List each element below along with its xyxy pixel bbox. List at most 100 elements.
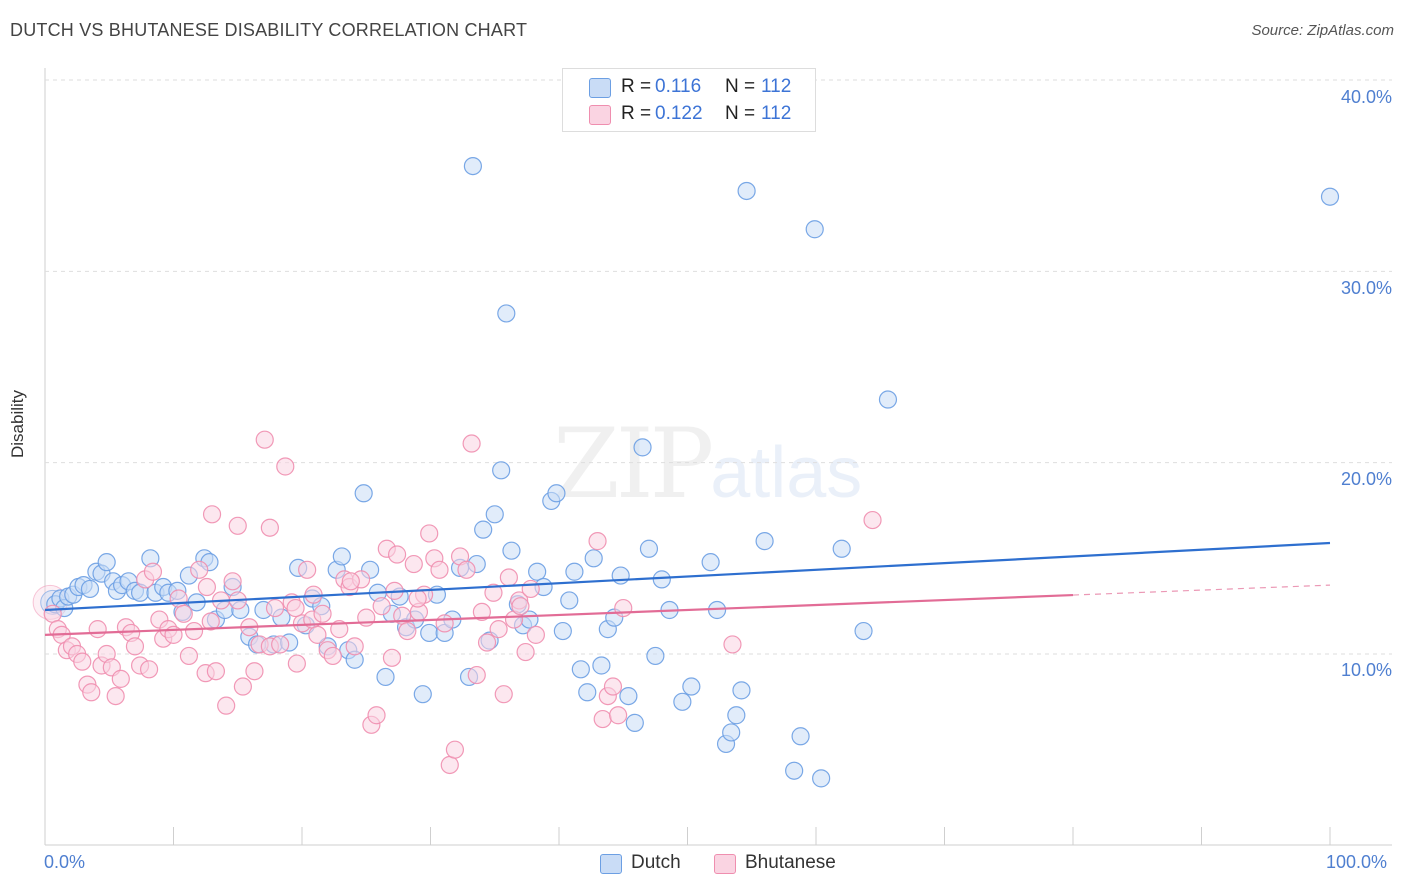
point-dutch (463, 157, 483, 176)
point-bhutanese (457, 560, 476, 579)
point-bhutanese (511, 597, 530, 616)
point-dutch (502, 541, 521, 560)
point-dutch (420, 623, 439, 643)
point-dutch (474, 520, 493, 539)
point-dutch (701, 553, 720, 572)
point-bhutanese (88, 620, 107, 639)
point-dutch (413, 685, 432, 704)
point-dutch (682, 677, 701, 696)
point-bhutanese (111, 669, 130, 688)
point-dutch (832, 539, 851, 558)
point-dutch (732, 681, 751, 700)
point-dutch (332, 547, 351, 566)
point-dutch (354, 484, 373, 503)
y-tick-20: 20.0% (1340, 469, 1392, 489)
point-dutch (584, 549, 603, 568)
point-bhutanese (206, 662, 226, 681)
legend-label-bhutanese: Bhutanese (745, 852, 836, 873)
point-bhutanese (723, 635, 742, 654)
point-bhutanese (330, 620, 349, 639)
point-bhutanese (408, 589, 427, 608)
point-bhutanese (494, 685, 513, 704)
point-bhutanese (233, 677, 252, 696)
point-dutch (528, 562, 547, 581)
point-bhutanese (603, 677, 623, 696)
trendline-bhutanese-extension (1072, 584, 1331, 596)
legend-r-label: R = (621, 103, 652, 124)
point-bhutanese (276, 457, 295, 476)
y-tick-10: 10.0% (1340, 660, 1392, 680)
point-bhutanese (197, 577, 217, 597)
x-tick-0: 0.0% (44, 852, 86, 872)
point-dutch (633, 438, 652, 457)
point-bhutanese (202, 505, 222, 524)
point-dutch (376, 667, 395, 687)
point-bhutanese (521, 579, 540, 599)
point-bhutanese (435, 614, 454, 633)
point-bhutanese (472, 602, 491, 622)
watermark-atlas: atlas (710, 433, 863, 513)
point-bhutanese (139, 660, 159, 679)
bhutanese-swatch (589, 105, 611, 125)
point-dutch (722, 723, 741, 742)
chart-title: DUTCH VS BHUTANESE DISABILITY CORRELATIO… (10, 20, 528, 40)
point-bhutanese (298, 560, 317, 579)
point-dutch (80, 579, 100, 599)
point-bhutanese (265, 598, 285, 618)
point-bhutanese (73, 652, 92, 671)
point-bhutanese (404, 554, 423, 574)
dutch-swatch (600, 854, 622, 874)
point-dutch (854, 621, 873, 641)
point-bhutanese (440, 755, 459, 775)
point-bhutanese (313, 604, 332, 623)
point-bhutanese (345, 637, 364, 656)
legend-n-label: N = (725, 76, 756, 97)
bhutanese-swatch (714, 854, 736, 874)
legend-r-label: R = (621, 76, 652, 97)
legend-n-label: N = (725, 103, 756, 124)
point-bhutanese (125, 637, 145, 656)
point-bhutanese (387, 545, 407, 564)
point-dutch (727, 706, 746, 725)
point-bhutanese (184, 621, 204, 641)
point-dutch (565, 562, 584, 581)
point-dutch (625, 713, 644, 732)
point-bhutanese (106, 686, 125, 706)
trendline-bhutanese (44, 593, 1074, 636)
point-dutch (812, 769, 831, 788)
point-dutch (547, 484, 566, 503)
point-bhutanese (287, 654, 306, 673)
point-bhutanese (367, 706, 386, 725)
point-dutch (97, 553, 116, 572)
point-bhutanese (588, 532, 607, 551)
source-label: Source: ZipAtlas.com (1251, 22, 1394, 39)
legend-n-value: 112 (761, 76, 792, 97)
point-bhutanese (863, 510, 882, 530)
point-dutch (737, 181, 756, 201)
point-dutch (673, 692, 692, 711)
point-bhutanese (223, 572, 242, 591)
point-bhutanese (255, 430, 274, 449)
point-dutch (492, 461, 511, 480)
point-bhutanese (260, 518, 279, 537)
point-bhutanese (372, 597, 391, 616)
point-dutch (805, 220, 824, 239)
point-dutch (1320, 187, 1340, 206)
point-bhutanese (489, 620, 508, 639)
legend-r-value: 0.116 (655, 76, 702, 97)
point-dutch (619, 686, 638, 706)
dutch-swatch (589, 78, 611, 98)
point-bhutanese (420, 524, 439, 543)
point-bhutanese (286, 598, 305, 618)
legend-label-dutch: Dutch (631, 852, 681, 873)
point-bhutanese (430, 560, 449, 579)
point-bhutanese (516, 642, 535, 662)
point-bhutanese (462, 434, 481, 453)
legend-r-value: 0.122 (655, 103, 703, 124)
point-bhutanese (179, 646, 199, 666)
point-dutch (553, 621, 572, 641)
point-dutch (791, 727, 810, 746)
point-bhutanese (174, 604, 193, 623)
point-dutch (785, 761, 804, 780)
point-dutch (578, 683, 597, 702)
